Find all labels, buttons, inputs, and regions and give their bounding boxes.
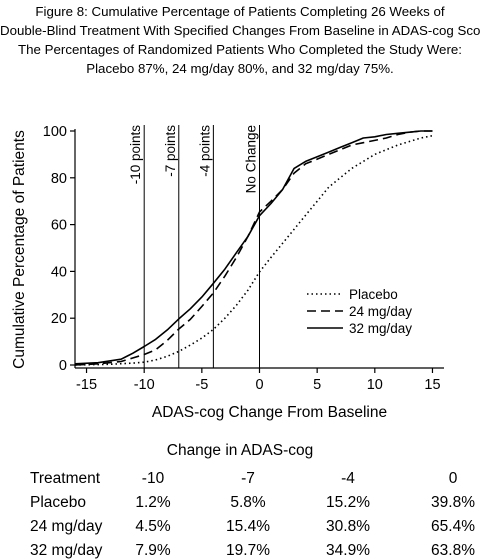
y-axis-label: Cumulative Percentage of Patients xyxy=(11,130,28,369)
table-header-cell: -7 xyxy=(241,470,255,487)
caption-line: Placebo 87%, 24 mg/day 80%, and 32 mg/da… xyxy=(86,61,394,76)
x-tick-label: -10 xyxy=(134,377,155,393)
reference-line-label: -7 points xyxy=(163,125,178,177)
table-cell: 1.2% xyxy=(135,494,171,511)
y-tick-label: 100 xyxy=(43,124,67,140)
x-tick-label: 5 xyxy=(313,377,321,393)
legend-label: Placebo xyxy=(349,287,398,302)
cumulative-line-chart: 0 20 40 60 80 100 -15 -10 -5 0 5 10 15 ADAS-cog Chang… xyxy=(11,124,444,421)
reference-line-label: -4 points xyxy=(197,125,212,177)
caption-line: The Percentages of Randomized Patients W… xyxy=(18,42,462,57)
y-tick-label: 60 xyxy=(51,218,67,234)
table-cell: 65.4% xyxy=(431,518,475,535)
table-cell: 7.9% xyxy=(135,542,171,559)
legend-label: 24 mg/day xyxy=(349,304,412,319)
series-line xyxy=(74,134,433,366)
y-tick-label: 40 xyxy=(51,264,67,280)
table-header-cell: 0 xyxy=(448,470,458,487)
series-line xyxy=(74,130,433,365)
table-header-cell: -10 xyxy=(141,470,165,487)
x-tick-label: -5 xyxy=(195,377,208,393)
table-header-cell: -4 xyxy=(341,470,355,487)
reference-line-label: -10 points xyxy=(128,125,143,185)
table-cell: 5.8% xyxy=(230,494,266,511)
y-tick-label: 80 xyxy=(51,171,67,187)
table-cell: 19.7% xyxy=(226,542,270,559)
series-line xyxy=(74,130,433,366)
table-cell: 39.8% xyxy=(431,494,475,511)
x-tick-label: 0 xyxy=(255,377,263,393)
table-cell: 24 mg/day xyxy=(30,518,103,535)
table-cell: Placebo xyxy=(30,494,87,511)
table-title: Change in ADAS-cog xyxy=(166,442,314,459)
table-cell: 34.9% xyxy=(326,542,370,559)
table-cell: 63.8% xyxy=(431,542,475,559)
table-cell: 15.4% xyxy=(226,518,270,535)
table-cell: 4.5% xyxy=(135,518,171,535)
table-cell: 30.8% xyxy=(326,518,370,535)
caption-line: Double-Blind Treatment With Specified Ch… xyxy=(0,23,480,38)
reference-line-label: No Change xyxy=(244,125,259,193)
x-tick-label: 15 xyxy=(424,377,440,393)
caption-line: Figure 8: Cumulative Percentage of Patie… xyxy=(35,4,445,19)
figure-caption: Figure 8: Cumulative Percentage of Patie… xyxy=(0,2,480,78)
y-tick-label: 20 xyxy=(51,311,67,327)
x-axis-label: ADAS-cog Change From Baseline xyxy=(152,404,387,421)
table-cell: 15.2% xyxy=(326,494,370,511)
table-header-cell: Treatment xyxy=(30,470,101,487)
y-tick-label: 0 xyxy=(59,358,67,374)
legend-label: 32 mg/day xyxy=(349,321,412,336)
x-tick-label: 10 xyxy=(367,377,383,393)
x-tick-label: -15 xyxy=(76,377,97,393)
table-cell: 32 mg/day xyxy=(30,542,103,559)
